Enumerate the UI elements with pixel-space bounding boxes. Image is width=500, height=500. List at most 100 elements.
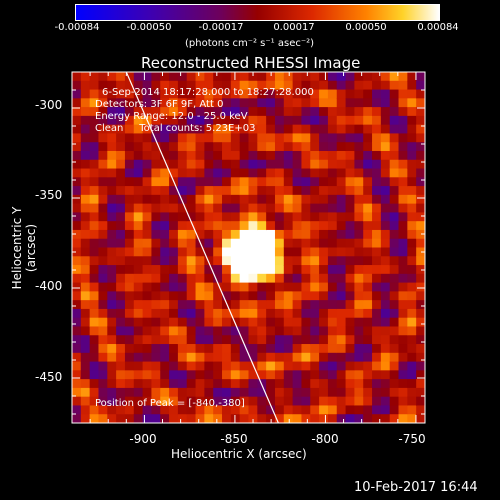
heatmap-cell [407, 414, 417, 423]
heatmap-cell [363, 177, 373, 187]
heatmap-cell [257, 203, 267, 213]
heatmap-cell [389, 229, 400, 240]
heatmap-cell [204, 379, 214, 389]
heatmap-cell [142, 203, 152, 213]
heatmap-cell [319, 265, 329, 275]
heatmap-cell [407, 150, 417, 161]
heatmap-cell [72, 107, 82, 117]
heatmap-cell [416, 352, 425, 363]
heatmap-cell [80, 247, 91, 257]
heatmap-cell [248, 98, 258, 108]
heatmap-cell [230, 282, 241, 292]
heatmap-cell [345, 282, 355, 292]
heatmap-cell [116, 186, 126, 196]
heatmap-cell [186, 150, 197, 161]
heatmap-cell [169, 370, 179, 380]
heatmap-cell [72, 335, 82, 345]
time-range-text: 6-Sep-2014 18:17:28.000 to 18:27:28.000 [102, 87, 314, 98]
heatmap-cell [354, 107, 364, 117]
heatmap-cell [257, 72, 267, 82]
heatmap-cell [239, 142, 249, 152]
heatmap-cell [239, 72, 249, 82]
heatmap-cell [372, 387, 382, 398]
heatmap-cell [160, 361, 170, 371]
heatmap-cell [266, 115, 276, 126]
heatmap-cell [327, 370, 338, 380]
heatmap-cell [416, 107, 425, 117]
heatmap-cell [398, 212, 408, 222]
heatmap-cell [319, 238, 329, 248]
heatmap-cell [204, 133, 214, 143]
heatmap-cell [204, 273, 214, 284]
heatmap-cell [398, 291, 408, 301]
heatmap-cell [72, 221, 82, 231]
heatmap-cell [407, 168, 417, 178]
heatmap-cell [89, 414, 99, 423]
heatmap-cell [363, 133, 373, 143]
heatmap-cell [195, 186, 205, 196]
heatmap-cell [213, 300, 223, 310]
heatmap-cell [80, 379, 91, 389]
heatmap-cell [124, 133, 135, 143]
heatmap-cell [133, 387, 144, 398]
heatmap-cell [151, 186, 161, 196]
heatmap-cell [222, 352, 232, 363]
heatmap-cell [274, 247, 285, 257]
heatmap-cell [319, 80, 329, 91]
heatmap-cell [363, 352, 373, 363]
heatmap-cell [124, 150, 135, 161]
heatmap-cell [98, 186, 108, 196]
heatmap-cell [292, 194, 302, 205]
heatmap-cell [301, 387, 311, 398]
heatmap-cell [319, 361, 329, 371]
heatmap-cell [204, 159, 214, 170]
heatmap-cell [169, 326, 179, 336]
heatmap-cell [363, 414, 373, 423]
heatmap-cell [116, 352, 126, 363]
heatmap-cell [80, 168, 91, 178]
heatmap-cell [151, 308, 161, 319]
heatmap-cell [204, 361, 214, 371]
heatmap-cell [407, 308, 417, 319]
heatmap-cell [89, 159, 99, 170]
heatmap-cell [416, 273, 425, 284]
heatmap-cell [283, 115, 294, 126]
heatmap-cell [204, 352, 214, 363]
heatmap-cell [292, 107, 302, 117]
heatmap-cell [336, 72, 347, 82]
heatmap-cell [177, 168, 188, 178]
heatmap-cell [116, 361, 126, 371]
heatmap-cell [345, 370, 355, 380]
heatmap-cell [398, 186, 408, 196]
heatmap-cell [195, 273, 205, 284]
heatmap-cell [98, 177, 108, 187]
heatmap-cell [222, 387, 232, 398]
heatmap-cell [222, 221, 232, 231]
heatmap-cell [363, 265, 373, 275]
colorbar [75, 4, 440, 21]
heatmap-cell [222, 212, 232, 222]
heatmap-cell [380, 361, 391, 371]
heatmap-cell [372, 273, 382, 284]
heatmap-cell [274, 396, 285, 406]
heatmap-cell [336, 159, 347, 170]
heatmap-cell [327, 72, 338, 82]
heatmap-cell [274, 361, 285, 371]
heatmap-cell [274, 186, 285, 196]
heatmap-cell [363, 159, 373, 170]
heatmap-cell [292, 326, 302, 336]
heatmap-cell [248, 265, 258, 275]
heatmap-cell [177, 229, 188, 240]
heatmap-cell [72, 273, 82, 284]
heatmap-cell [195, 379, 205, 389]
heatmap-cell [116, 317, 126, 327]
heatmap-cell [151, 291, 161, 301]
heatmap-cell [80, 326, 91, 336]
heatmap-cell [142, 387, 152, 398]
heatmap-cell [398, 142, 408, 152]
heatmap-cell [142, 159, 152, 170]
heatmap-cell [72, 326, 82, 336]
heatmap-cell [380, 344, 391, 354]
heatmap-cell [389, 344, 400, 354]
heatmap-cell [345, 133, 355, 143]
